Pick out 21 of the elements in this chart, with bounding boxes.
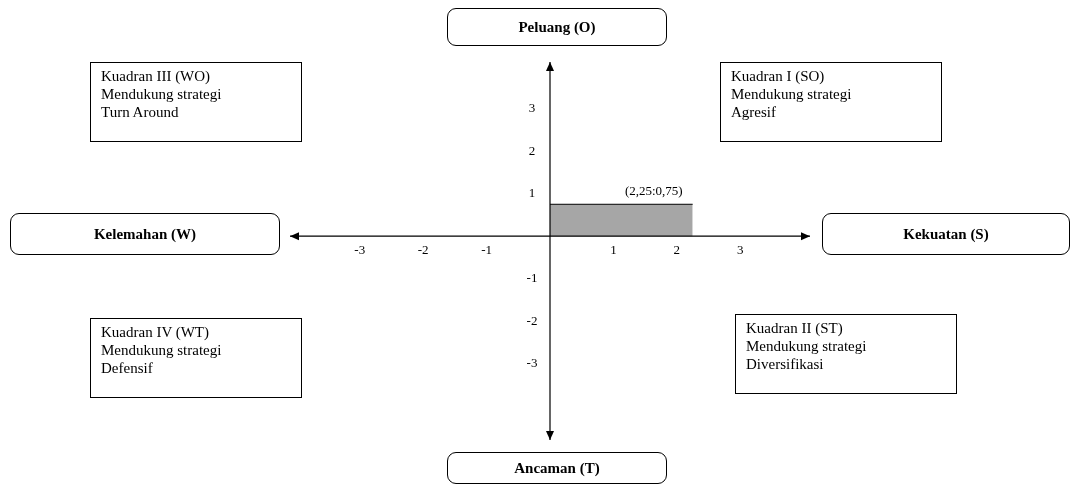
- x-tick-label: -3: [354, 242, 366, 258]
- text-box: Kuadran IV (WT) Mendukung strategi Defensif: [90, 318, 302, 398]
- rounded-label-box: Ancaman (T): [447, 452, 667, 484]
- y-tick-label: 1: [528, 185, 536, 201]
- text-box: Kuadran I (SO) Mendukung strategi Agresif: [720, 62, 942, 142]
- y-tick-label: -2: [526, 312, 538, 328]
- text-box: Kuadran III (WO) Mendukung strategi Turn Around: [90, 62, 302, 142]
- rounded-label-box: Kekuatan (S): [822, 213, 1070, 255]
- y-tick-label: 3: [528, 100, 536, 116]
- text-box: Kuadran II (ST) Mendukung strategi Diversifikasi: [735, 314, 957, 394]
- rounded-label-box: Peluang (O): [447, 8, 667, 46]
- x-tick-label: 2: [673, 242, 681, 258]
- y-tick-label: -3: [526, 354, 538, 370]
- x-tick-label: -2: [417, 242, 429, 258]
- annotation: (2,25:0,75): [624, 183, 683, 199]
- rounded-label-box: Kelemahan (W): [10, 213, 280, 255]
- y-tick-label: -1: [526, 270, 538, 286]
- x-tick-label: 3: [736, 242, 744, 258]
- x-tick-label: -1: [481, 242, 493, 258]
- y-tick-label: 2: [528, 142, 536, 158]
- x-tick-label: 1: [610, 242, 617, 258]
